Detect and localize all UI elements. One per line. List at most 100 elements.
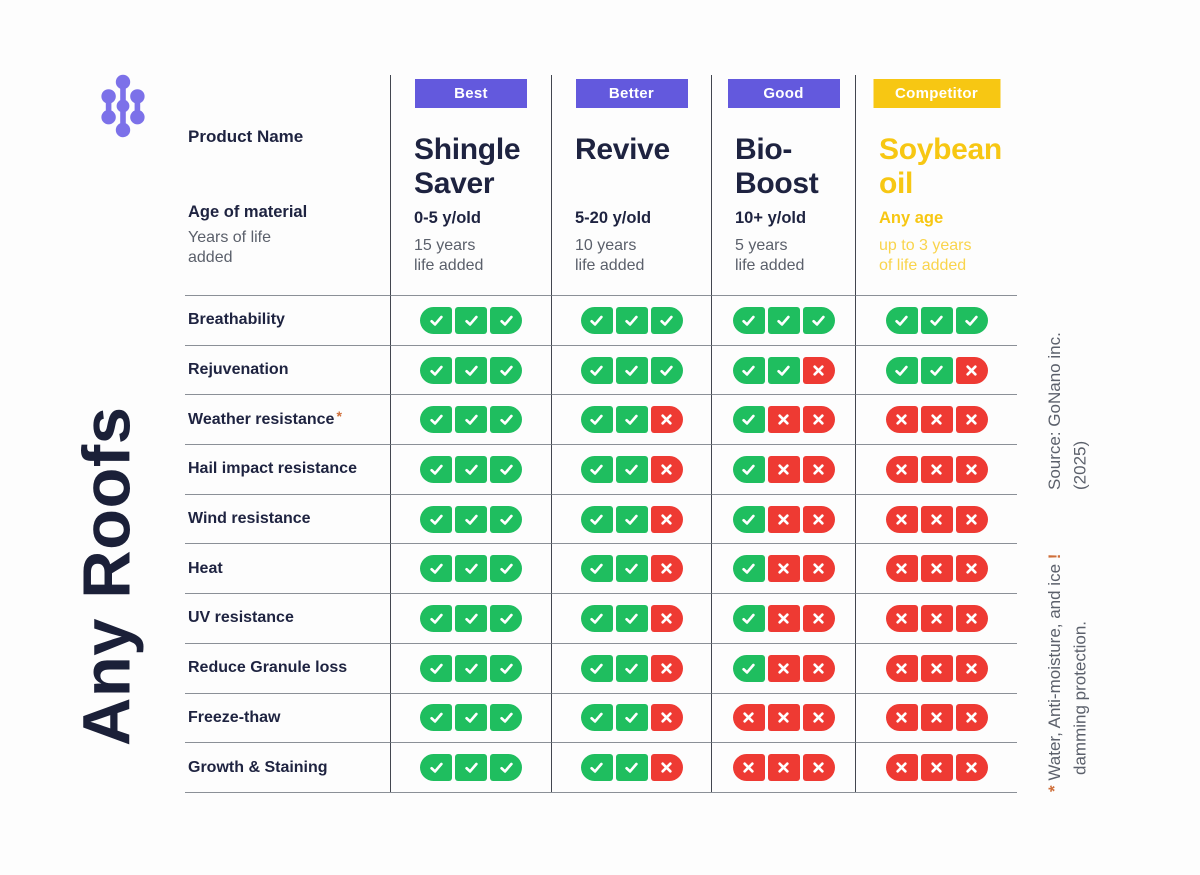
rating-pill <box>732 505 835 533</box>
rating-cell <box>711 593 855 643</box>
x-mark <box>802 406 835 434</box>
check-icon <box>742 663 755 674</box>
rating-cell <box>855 444 1017 494</box>
check-mark <box>490 604 522 632</box>
check-icon <box>965 315 978 326</box>
rating-cell <box>711 444 855 494</box>
check-icon <box>499 514 513 525</box>
rating-pill <box>420 604 522 632</box>
check-icon <box>464 464 478 475</box>
check-mark <box>580 654 613 682</box>
check-icon <box>499 762 513 773</box>
x-icon <box>813 563 824 574</box>
row-label-text: UV resistance <box>188 609 294 627</box>
x-icon <box>661 414 672 425</box>
rating-cell <box>390 593 551 643</box>
brand-logo-molecule-icon <box>101 74 145 138</box>
check-icon <box>742 613 755 624</box>
check-icon <box>429 365 443 376</box>
check-icon <box>590 414 603 425</box>
check-mark <box>455 505 487 533</box>
check-icon <box>625 563 638 575</box>
check-icon <box>464 713 478 724</box>
check-mark <box>732 306 765 334</box>
check-icon <box>429 563 443 575</box>
check-icon <box>742 414 755 425</box>
rating-cell <box>711 642 855 693</box>
rating-pill <box>580 406 683 434</box>
x-mark <box>955 505 988 533</box>
x-mark <box>955 654 988 682</box>
x-mark <box>955 555 988 583</box>
x-icon <box>931 613 942 624</box>
check-mark <box>420 654 452 682</box>
x-mark <box>650 455 683 483</box>
rating-cell <box>855 742 1017 792</box>
x-mark <box>885 455 918 483</box>
rating-cell <box>390 742 551 792</box>
rating-pill <box>420 654 522 682</box>
check-icon <box>429 762 443 773</box>
row-label: Hail impact resistance <box>185 444 390 494</box>
rating-cell <box>711 394 855 445</box>
check-mark <box>420 455 452 483</box>
table-header-labels: Product Name Age of material Years of li… <box>185 75 390 295</box>
check-icon <box>625 315 638 326</box>
row-label: Reduce Granule loss <box>185 642 390 693</box>
check-mark <box>455 406 487 434</box>
check-mark <box>580 704 613 732</box>
rating-pill <box>580 505 683 533</box>
check-icon <box>930 365 943 376</box>
check-mark <box>650 306 683 334</box>
x-mark <box>955 406 988 434</box>
check-icon <box>464 663 478 674</box>
x-icon <box>778 563 789 574</box>
x-mark <box>767 704 800 732</box>
x-mark <box>802 754 835 782</box>
rating-cell <box>711 493 855 544</box>
footnote-asterisk: * <box>1045 785 1064 792</box>
x-mark <box>955 754 988 782</box>
x-icon <box>661 712 672 723</box>
rating-cell <box>551 344 711 395</box>
check-mark <box>615 704 648 732</box>
check-mark <box>580 754 613 782</box>
x-mark <box>955 704 988 732</box>
x-mark <box>802 505 835 533</box>
check-mark <box>455 455 487 483</box>
x-icon <box>743 712 754 723</box>
x-icon <box>778 663 789 674</box>
rating-cell <box>551 742 711 792</box>
check-icon <box>742 464 755 475</box>
rating-pill <box>885 604 988 632</box>
check-mark <box>420 406 452 434</box>
x-mark <box>767 754 800 782</box>
check-icon <box>895 365 908 376</box>
check-icon <box>464 514 478 525</box>
column-header-shingle-saver: Best Shingle Saver 0-5 y/old 15 years life … <box>390 75 551 295</box>
tier-badge: Competitor <box>873 79 1000 108</box>
check-mark <box>490 505 522 533</box>
rating-pill <box>885 704 988 732</box>
tier-badge: Best <box>415 79 527 108</box>
age-of-material-label: Age of material <box>188 203 308 221</box>
x-icon <box>931 464 942 475</box>
check-icon <box>930 315 943 326</box>
check-mark <box>767 356 800 384</box>
check-icon <box>742 315 755 326</box>
check-icon <box>429 414 443 425</box>
rating-pill <box>732 555 835 583</box>
check-mark <box>580 555 613 583</box>
rating-cell <box>855 295 1017 345</box>
rating-cell <box>855 692 1017 743</box>
age-range: 5-20 y/old <box>575 209 652 227</box>
rating-pill <box>580 654 683 682</box>
x-icon <box>931 663 942 674</box>
rating-cell <box>390 543 551 594</box>
product-name: Soybean oil <box>879 133 1002 200</box>
rating-cell <box>551 394 711 445</box>
rating-pill <box>732 654 835 682</box>
x-icon <box>896 663 907 674</box>
rating-pill <box>420 306 522 334</box>
x-mark <box>650 604 683 632</box>
